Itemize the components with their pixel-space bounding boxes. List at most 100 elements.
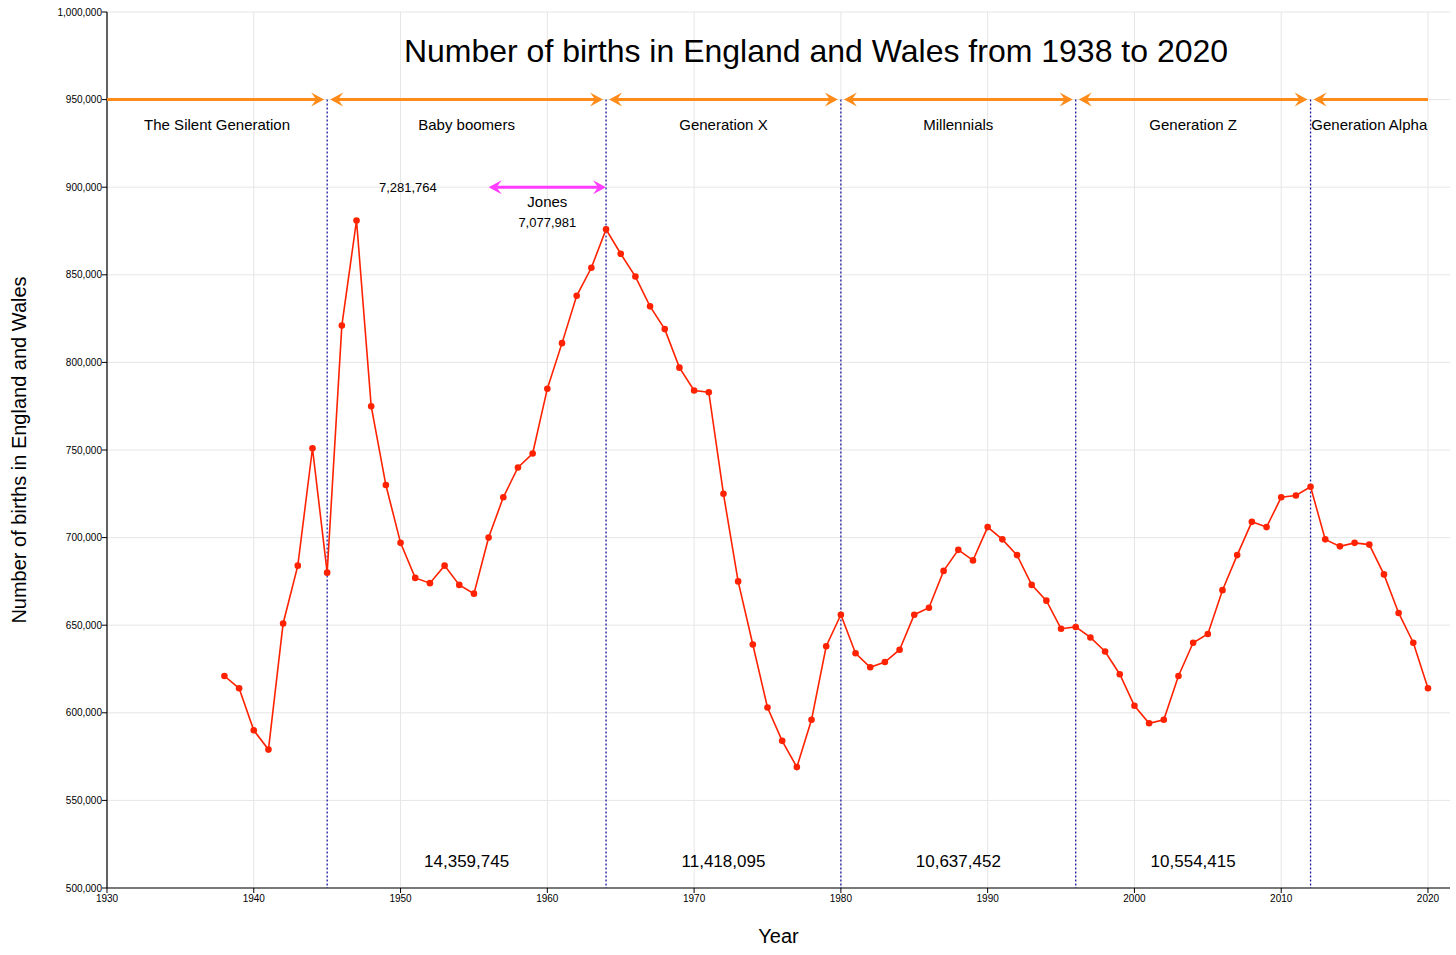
arrow-head [844, 93, 857, 107]
point [720, 491, 727, 498]
generation-divider [1310, 100, 1311, 888]
point [1263, 524, 1270, 531]
y-tick-label: 750,000 [66, 445, 103, 456]
background [0, 0, 1456, 955]
generation: Baby boomers14,359,745 [330, 93, 606, 888]
point [882, 659, 889, 666]
point [838, 611, 845, 618]
point [617, 250, 624, 257]
title: Number of births in England and Wales fr… [404, 33, 1228, 69]
point [471, 590, 478, 597]
point [1058, 625, 1065, 632]
point [1293, 492, 1300, 499]
cohort-total: 7,281,764 [379, 180, 437, 195]
x-tick-label: 1970 [683, 893, 706, 904]
point [383, 482, 390, 489]
point [1043, 597, 1050, 604]
y-tick [102, 362, 107, 363]
point [265, 746, 272, 753]
point [427, 580, 434, 587]
y-grid-line [107, 625, 1450, 626]
y-grid-line [107, 888, 1450, 889]
point [250, 727, 257, 734]
point [236, 685, 243, 692]
generation-arrow [336, 98, 597, 101]
point [456, 582, 463, 589]
point [324, 569, 331, 576]
point [412, 575, 419, 582]
generation-arrow [107, 98, 318, 101]
x-tick-label: 1950 [389, 893, 412, 904]
y-tick [102, 12, 107, 13]
arrow-head [311, 93, 324, 107]
point [544, 385, 551, 392]
point [1278, 494, 1285, 501]
point [1410, 639, 1417, 646]
point [559, 340, 566, 347]
axes: 500,000550,000600,000650,000700,000750,0… [58, 7, 1451, 905]
point [926, 604, 933, 611]
y-grid-line [107, 362, 1450, 363]
arrow-head [1060, 93, 1073, 107]
y-tick [102, 712, 107, 713]
point [368, 403, 375, 410]
data [221, 217, 1431, 770]
point [867, 664, 874, 671]
point [632, 273, 639, 280]
point [1116, 671, 1123, 678]
arrow-head [593, 180, 606, 194]
point [794, 764, 801, 771]
arrow-head [1295, 93, 1308, 107]
arrow-head [1314, 93, 1327, 107]
point [1322, 536, 1329, 543]
point [1175, 673, 1182, 680]
x-tick-label: 1990 [977, 893, 1000, 904]
generation-name: Baby boomers [418, 116, 515, 133]
arrow-head [825, 93, 838, 107]
y-tick-label: 600,000 [66, 707, 103, 718]
point [1190, 639, 1197, 646]
y-grid-line [107, 537, 1450, 538]
cohort: 7,281,764 [379, 180, 437, 195]
arrow-head [489, 180, 502, 194]
generation-name: Millennials [923, 116, 993, 133]
generation-arrow [850, 98, 1067, 101]
point [603, 226, 610, 233]
point [441, 562, 448, 569]
y-grid-line [107, 187, 1450, 188]
x-axis-title: Year [758, 925, 799, 947]
generation-name: Generation Alpha [1311, 116, 1428, 133]
point [529, 450, 536, 457]
point [1425, 685, 1432, 692]
point [1131, 702, 1138, 709]
generation-divider [840, 100, 841, 888]
point [1205, 631, 1212, 638]
generation-name: The Silent Generation [144, 116, 290, 133]
point [515, 464, 522, 471]
point [1381, 571, 1388, 578]
point [955, 547, 962, 554]
y-tick [102, 99, 107, 100]
point [573, 293, 580, 300]
cohort-name: Jones [527, 193, 567, 210]
y-tick [102, 888, 107, 889]
generation-total: 10,637,452 [916, 852, 1001, 871]
point [1087, 634, 1094, 641]
point [999, 536, 1006, 543]
generation-total: 10,554,415 [1151, 852, 1236, 871]
y-tick-label: 500,000 [66, 883, 103, 894]
point [485, 534, 492, 541]
point [808, 717, 815, 724]
generation: Generation Z10,554,415 [1079, 93, 1311, 888]
y-tick-label: 700,000 [66, 532, 103, 543]
cohort-total: 7,077,981 [518, 215, 576, 230]
point [1219, 587, 1226, 594]
point [823, 643, 830, 650]
y-grid-line [107, 450, 1450, 451]
generation: Generation X11,418,095 [609, 93, 841, 888]
annotations: The Silent Generation Baby boomers14,359,… [107, 93, 1428, 888]
generation: The Silent Generation [107, 93, 327, 888]
point [1234, 552, 1241, 559]
point [1337, 543, 1344, 550]
point [984, 524, 991, 531]
